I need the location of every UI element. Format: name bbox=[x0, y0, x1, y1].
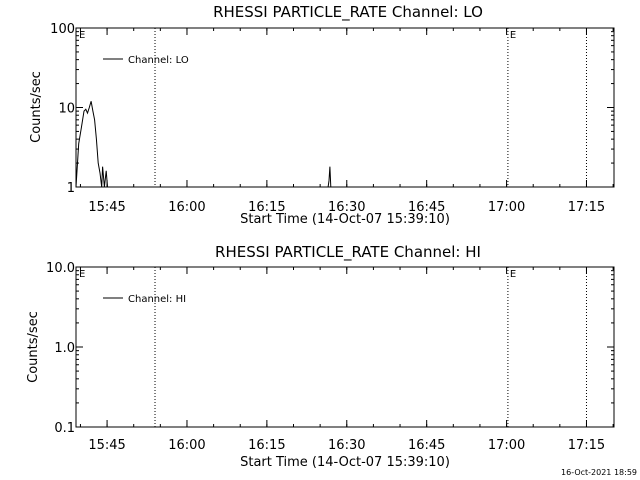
lo-plot-frame bbox=[75, 27, 615, 188]
lo-x-tick-label: 16:30 bbox=[328, 200, 365, 215]
hi-legend-label: Channel: HI bbox=[128, 294, 186, 305]
lo-axis-ticks: 15:45 16:00 16:15 16:30 16:45 17:00 17:15 1 10 10… bbox=[50, 22, 614, 215]
lo-data-series bbox=[75, 101, 332, 188]
hi-x-axis-label: Start Time (14-Oct-07 15:39:10) bbox=[240, 455, 450, 470]
lo-x-tick-label: 15:45 bbox=[88, 200, 125, 215]
lo-x-tick-label: 17:00 bbox=[488, 200, 525, 215]
lo-y-tick-label: 1 bbox=[67, 181, 75, 196]
hi-y-axis-label: Counts/sec bbox=[26, 311, 41, 383]
hi-y-tick-label: 10.0 bbox=[46, 261, 75, 276]
hi-x-tick-label: 17:15 bbox=[568, 438, 605, 453]
lo-y-tick-label: 100 bbox=[50, 22, 75, 37]
hi-legend: Channel: HI bbox=[103, 294, 186, 305]
hi-x-tick-label: 17:00 bbox=[488, 438, 525, 453]
lo-time-marker-label: E bbox=[510, 30, 516, 41]
lo-y-tick-label: 10 bbox=[58, 102, 75, 117]
hi-x-tick-label: 16:30 bbox=[328, 438, 365, 453]
hi-x-tick-label: 16:45 bbox=[408, 438, 445, 453]
lo-series-line bbox=[75, 101, 108, 188]
hi-axis-ticks: 15:45 16:00 16:15 16:30 16:45 17:00 17:15 0.1 1.… bbox=[46, 261, 614, 453]
lo-y-axis-label: Counts/sec bbox=[29, 71, 44, 143]
lo-x-tick-label: 16:00 bbox=[168, 200, 205, 215]
hi-x-tick-label: 15:45 bbox=[88, 438, 125, 453]
hi-time-marker-label: E bbox=[510, 269, 516, 280]
hi-plot-frame bbox=[75, 266, 615, 428]
hi-channel-panel: RHESSI PARTICLE_RATE Channel: HI Counts/… bbox=[26, 243, 615, 470]
lo-channel-panel: RHESSI PARTICLE_RATE Channel: LO Counts/… bbox=[29, 3, 615, 227]
hi-start-marker-label: E bbox=[79, 269, 85, 280]
hi-chart-title: RHESSI PARTICLE_RATE Channel: HI bbox=[215, 243, 481, 262]
lo-legend: Channel: LO bbox=[103, 55, 189, 66]
lo-x-tick-label: 16:45 bbox=[408, 200, 445, 215]
lo-x-tick-label: 17:15 bbox=[568, 200, 605, 215]
hi-x-tick-label: 16:15 bbox=[248, 438, 285, 453]
lo-chart-title: RHESSI PARTICLE_RATE Channel: LO bbox=[213, 3, 483, 22]
hi-y-tick-label: 0.1 bbox=[54, 421, 75, 436]
lo-x-tick-label: 16:15 bbox=[248, 200, 285, 215]
hi-y-tick-label: 1.0 bbox=[54, 341, 75, 356]
lo-x-axis-label: Start Time (14-Oct-07 15:39:10) bbox=[240, 212, 450, 227]
lo-series-line bbox=[327, 166, 332, 188]
hi-x-tick-label: 16:00 bbox=[168, 438, 205, 453]
lo-start-marker-label: E bbox=[79, 30, 85, 41]
plot-timestamp: 16-Oct-2021 18:59 bbox=[561, 468, 637, 477]
lo-legend-label: Channel: LO bbox=[128, 55, 189, 66]
